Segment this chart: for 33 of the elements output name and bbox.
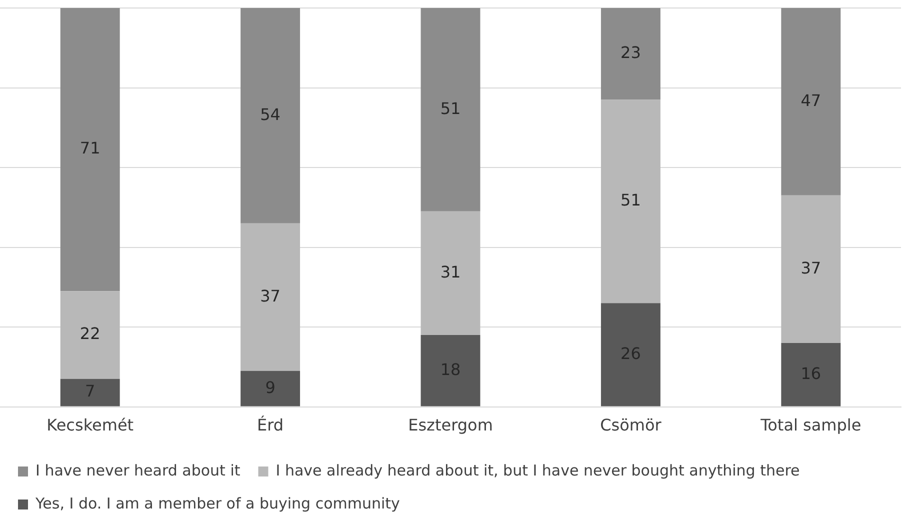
data-label: 37 bbox=[260, 286, 280, 306]
data-label: 37 bbox=[800, 258, 822, 278]
x-tick-label: Csömör bbox=[600, 416, 662, 435]
data-label: 23 bbox=[620, 43, 641, 62]
data-label: 54 bbox=[260, 104, 280, 124]
bar bbox=[600, 100, 660, 304]
legend-label: Yes, I do. I am a member of a buying community bbox=[34, 494, 400, 512]
bar bbox=[60, 291, 120, 379]
bar bbox=[60, 8, 120, 292]
x-tick-label: Kecskemét bbox=[46, 416, 134, 435]
data-label: 47 bbox=[800, 90, 822, 110]
bar bbox=[600, 303, 660, 406]
x-tick-label: Total sample bbox=[760, 416, 862, 435]
data-label: 71 bbox=[80, 138, 100, 158]
legend-label: I have never heard about it bbox=[36, 461, 240, 480]
legend-label: I have already heard about it, but I have never bought anything there bbox=[276, 461, 800, 480]
bar bbox=[420, 8, 480, 212]
bar bbox=[781, 8, 841, 196]
data-label: 22 bbox=[80, 324, 100, 344]
bar bbox=[240, 223, 300, 371]
x-tick-label: Esztergom bbox=[408, 416, 493, 435]
data-label: 31 bbox=[440, 262, 461, 282]
bar bbox=[240, 370, 300, 406]
data-label: 51 bbox=[440, 98, 461, 118]
bar bbox=[781, 195, 841, 343]
bar bbox=[600, 8, 660, 100]
bar bbox=[781, 342, 841, 406]
bar bbox=[60, 378, 120, 406]
bar bbox=[420, 335, 480, 406]
x-tick-label: Érd bbox=[257, 416, 284, 435]
bar bbox=[420, 211, 480, 336]
bar bbox=[240, 8, 300, 224]
data-label: 51 bbox=[620, 190, 641, 210]
